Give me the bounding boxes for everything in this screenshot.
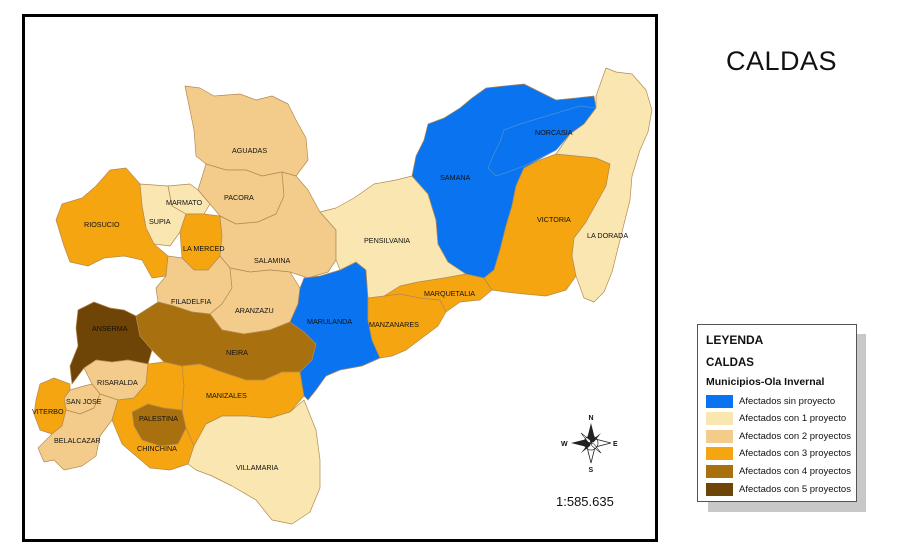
region-riosucio xyxy=(55,167,169,279)
label-chinchina: CHINCHINA xyxy=(137,444,177,453)
region-chinchina xyxy=(111,361,195,471)
region-marulanda xyxy=(289,261,381,401)
label-anserma: ANSERMA xyxy=(92,324,128,333)
legend-label: Afectados con 2 proyectos xyxy=(739,431,851,442)
region-pensilvania xyxy=(319,175,467,299)
label-risaralda: RISARALDA xyxy=(97,378,138,387)
legend-region: CALDAS xyxy=(706,357,754,369)
label-supia: SUPIA xyxy=(149,217,171,226)
label-samana: SAMANA xyxy=(440,173,471,182)
label-manizales: MANIZALES xyxy=(206,391,247,400)
label-neira: NEIRA xyxy=(226,348,248,357)
legend-subtitle: Municipios-Ola Invernal xyxy=(706,376,825,388)
label-filadelfia: FILADELFIA xyxy=(171,297,212,306)
compass-rose-icon: N S E W xyxy=(561,415,618,474)
label-salamina: SALAMINA xyxy=(254,256,291,265)
label-pensilvania: PENSILVANIA xyxy=(364,236,410,245)
compass-e: E xyxy=(613,441,618,448)
legend-item: Afectados con 4 proyectos xyxy=(706,465,856,479)
label-aranzazu: ARANZAZU xyxy=(235,306,274,315)
label-la-merced: LA MERCED xyxy=(183,244,225,253)
region-la-dorada xyxy=(555,67,653,303)
label-marquetalia: MARQUETALIA xyxy=(424,289,475,298)
label-norcasia: NORCASIA xyxy=(535,128,573,137)
compass-n: N xyxy=(589,415,594,422)
label-viterbo: VITERBO xyxy=(32,407,64,416)
legend-swatch xyxy=(706,395,733,408)
legend-label: Afectados con 3 proyectos xyxy=(739,448,851,459)
label-palestina: PALESTINA xyxy=(139,414,178,423)
region-villamaria xyxy=(187,399,321,525)
legend-label: Afectados sin proyecto xyxy=(739,396,836,407)
legend-swatch xyxy=(706,483,733,496)
map-scale: 1:585.635 xyxy=(556,494,614,509)
label-victoria: VICTORIA xyxy=(537,215,571,224)
label-riosucio: RIOSUCIO xyxy=(84,220,120,229)
legend-item: Afectados sin proyecto xyxy=(706,395,856,409)
legend-item: Afectados con 2 proyectos xyxy=(706,430,856,444)
legend-heading: LEYENDA xyxy=(706,333,764,347)
legend-swatch xyxy=(706,447,733,460)
compass-w: W xyxy=(561,441,568,448)
region-belalcazar xyxy=(37,393,119,471)
legend-item: Afectados con 5 proyectos xyxy=(706,483,856,497)
map-title: CALDAS xyxy=(726,46,838,76)
label-marulanda: MARULANDA xyxy=(307,317,352,326)
label-pacora: PACORA xyxy=(224,193,254,202)
label-villamaria: VILLAMARIA xyxy=(236,463,279,472)
label-san-jose: SAN JOSE xyxy=(66,397,102,406)
label-belalcazar: BELALCAZAR xyxy=(54,436,101,445)
compass-s: S xyxy=(589,467,594,474)
legend-label: Afectados con 1 proyecto xyxy=(739,413,847,424)
legend-label: Afectados con 5 proyectos xyxy=(739,484,851,495)
legend-item: Afectados con 3 proyectos xyxy=(706,447,856,461)
legend-swatch xyxy=(706,412,733,425)
legend-panel: LEYENDA CALDAS Municipios-Ola Invernal A… xyxy=(697,324,857,502)
label-marmato: MARMATO xyxy=(166,198,202,207)
region-norcasia xyxy=(487,105,597,177)
legend-item: Afectados con 1 proyecto xyxy=(706,412,856,426)
label-la-dorada: LA DORADA xyxy=(587,231,628,240)
legend-swatch xyxy=(706,430,733,443)
legend-swatch xyxy=(706,465,733,478)
label-manzanares: MANZANARES xyxy=(369,320,419,329)
legend-label: Afectados con 4 proyectos xyxy=(739,466,851,477)
region-aguadas xyxy=(184,85,309,177)
label-aguadas: AGUADAS xyxy=(232,146,267,155)
